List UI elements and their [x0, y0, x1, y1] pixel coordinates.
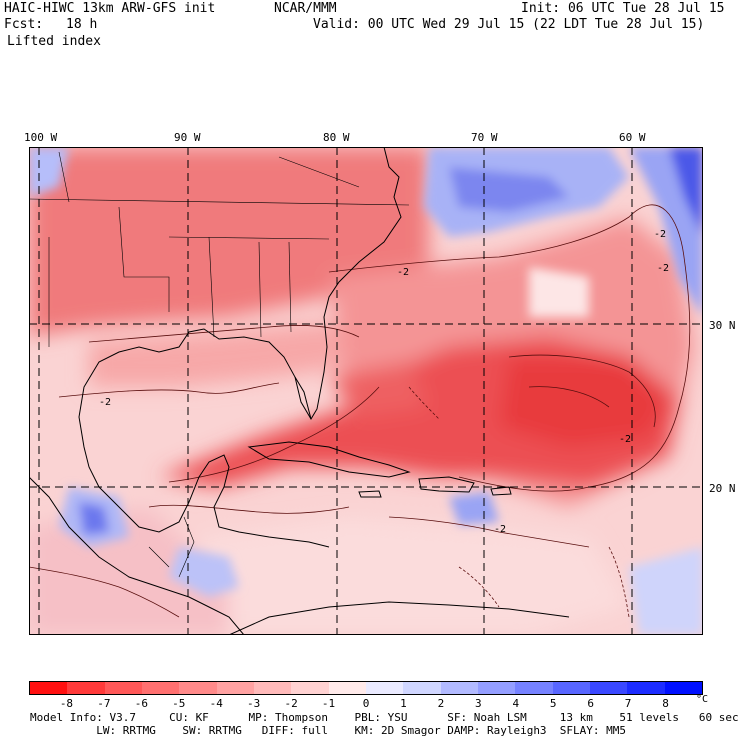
contour-label: -2	[494, 524, 506, 535]
valid-time: Valid: 00 UTC Wed 29 Jul 15 (22 LDT Tue …	[313, 17, 705, 32]
contour-label: -2	[397, 267, 409, 278]
colorbar-tick-label: 0	[362, 697, 370, 710]
colorbar-segment	[664, 682, 702, 694]
colorbar-segment	[552, 682, 590, 694]
colorbar-tick-label: -5	[172, 697, 186, 710]
colorbar-segment	[216, 682, 254, 694]
map-frame	[29, 147, 703, 635]
colorbar-segment	[328, 682, 366, 694]
contour-label: -2	[657, 263, 669, 274]
lifted-index-map: -2 -2 -2 -2 -2 -2	[29, 147, 703, 635]
colorbar	[29, 681, 703, 695]
colorbar-segment	[67, 682, 105, 694]
colorbar-tick-label: -8	[59, 697, 74, 710]
field-name: Lifted index	[7, 34, 101, 49]
colorbar-tick-label: 2	[437, 697, 445, 710]
colorbar-unit: °C	[696, 694, 709, 705]
model-info-line2: LW: RRTMG SW: RRTMG DIFF: full KM: 2D Sm…	[30, 724, 627, 737]
colorbar-segment	[141, 682, 180, 694]
colorbar-segment	[515, 682, 553, 694]
model-info-line1: Model Info: V3.7 CU: KF MP: Thompson PBL…	[30, 711, 739, 724]
contour-label: -2	[654, 229, 666, 240]
contour-label: -2	[619, 434, 631, 445]
colorbar-segment	[179, 682, 217, 694]
lon-label-100w: 100 W	[24, 131, 58, 144]
colorbar-tick-label: -2	[284, 697, 298, 710]
colorbar-tick-label: 1	[400, 697, 407, 710]
model-title: HAIC-HIWC 13km ARW-GFS init	[4, 1, 216, 16]
colorbar-segment	[104, 682, 142, 694]
init-time: Init: 06 UTC Tue 28 Jul 15	[521, 1, 725, 16]
colorbar-segment	[365, 682, 404, 694]
colorbar-tick-label: -1	[321, 697, 336, 710]
colorbar-segment	[291, 682, 329, 694]
lat-label-30n: 30 N	[709, 319, 736, 332]
colorbar-segment	[589, 682, 628, 694]
coastlines	[29, 147, 570, 635]
colorbar-tick-label: -6	[134, 697, 148, 710]
contour-labels: -2 -2 -2 -2 -2 -2	[99, 229, 669, 535]
lon-label-70w: 70 W	[471, 131, 498, 144]
colorbar-segment	[403, 682, 441, 694]
forecast-label: Fcst:	[4, 17, 44, 32]
colorbar-tick-label: 8	[662, 697, 669, 710]
contour-label: -2	[99, 397, 111, 408]
state-borders	[29, 151, 410, 578]
colorbar-segment	[627, 682, 665, 694]
colorbar-tick-label: 3	[475, 697, 482, 710]
colorbar-tick-label: -3	[247, 697, 261, 710]
map-canvas: -2 -2 -2 -2 -2 -2	[29, 147, 703, 635]
forecast-hour: 18 h	[66, 17, 98, 32]
colorbar-segment	[30, 682, 68, 694]
colorbar-segment	[477, 682, 516, 694]
colorbar-segment	[440, 682, 478, 694]
stable-regions	[29, 147, 703, 635]
colorbar-segment	[253, 682, 292, 694]
lon-label-90w: 90 W	[174, 131, 201, 144]
colorbar-tick-label: -4	[209, 697, 223, 710]
graticule	[29, 147, 703, 635]
colorbar-tick-label: 7	[624, 697, 632, 710]
colorbar-tick-label: 5	[549, 697, 557, 710]
field-shading	[29, 147, 694, 635]
colorbar-tick-label: -7	[97, 697, 111, 710]
colorbar-tick-label: 6	[587, 697, 594, 710]
lon-label-60w: 60 W	[619, 131, 646, 144]
lon-label-80w: 80 W	[323, 131, 350, 144]
colorbar-tick-label: 4	[512, 697, 520, 710]
lat-label-20n: 20 N	[709, 482, 736, 495]
center-label: NCAR/MMM	[274, 1, 337, 16]
